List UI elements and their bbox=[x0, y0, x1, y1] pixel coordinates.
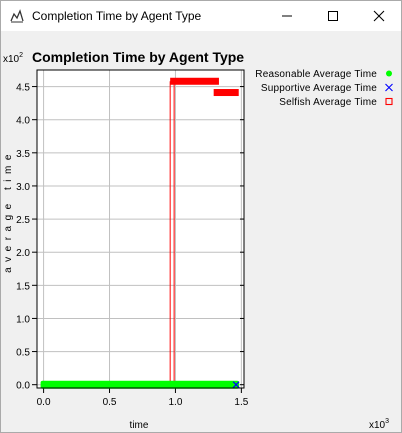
selfish-marker-band bbox=[170, 77, 219, 85]
x-tick-label: 0.0 bbox=[37, 397, 51, 408]
plot-frame bbox=[36, 69, 245, 389]
y-axis-label: average time bbox=[3, 149, 14, 273]
legend-x-icon bbox=[385, 83, 393, 92]
x-tick-label: 1.5 bbox=[234, 397, 248, 408]
chart-app-icon bbox=[10, 9, 24, 23]
x-multiplier-exponent: 3 bbox=[385, 418, 389, 425]
y-multiplier-base: x10 bbox=[3, 54, 20, 65]
plot-background bbox=[37, 70, 244, 388]
y-tick-label: 3.0 bbox=[16, 182, 30, 193]
legend-square-icon bbox=[385, 97, 393, 106]
close-icon bbox=[373, 10, 385, 22]
minimize-icon bbox=[282, 15, 292, 17]
x-multiplier: x103 bbox=[369, 418, 389, 431]
y-multiplier-exponent: 2 bbox=[19, 52, 23, 59]
close-button[interactable] bbox=[356, 1, 402, 31]
y-tick-label: 2.5 bbox=[16, 215, 30, 226]
maximize-icon bbox=[328, 11, 338, 21]
legend-label: Selfish Average Time bbox=[279, 97, 377, 108]
y-tick-label: 0.5 bbox=[16, 348, 30, 359]
y-tick-label: 4.0 bbox=[16, 116, 30, 127]
chart-title: Completion Time by Agent Type bbox=[32, 49, 244, 65]
y-tick-label: 1.0 bbox=[16, 314, 30, 325]
supportive-marker bbox=[232, 381, 240, 389]
x-axis-label: time bbox=[130, 420, 149, 431]
minimize-button[interactable] bbox=[264, 1, 310, 31]
x-multiplier-base: x10 bbox=[369, 420, 386, 431]
x-tick-label: 1.0 bbox=[168, 397, 182, 408]
y-tick-label: 0.0 bbox=[16, 381, 30, 392]
selfish-marker-band bbox=[213, 89, 239, 97]
legend-circle-icon bbox=[386, 70, 392, 77]
legend: Reasonable Average Time Supportive Averag… bbox=[255, 69, 393, 108]
maximize-button[interactable] bbox=[310, 1, 356, 31]
legend-label: Reasonable Average Time bbox=[255, 69, 377, 80]
title-bar[interactable]: Completion Time by Agent Type bbox=[1, 1, 401, 31]
window-title: Completion Time by Agent Type bbox=[32, 9, 202, 23]
completion-time-chart: Completion Time by Agent Type x102 x103 … bbox=[3, 49, 393, 431]
y-tick-label: 3.5 bbox=[16, 149, 30, 160]
reasonable-marker-band bbox=[40, 380, 240, 389]
y-tick-label: 2.0 bbox=[16, 248, 30, 259]
y-tick-label: 1.5 bbox=[16, 281, 30, 292]
plot-area: 0.0 0.5 1.0 1.5 0.0 0.5 1.0 1.5 2.0 2.5 3.0 3.5 4.0 4… bbox=[16, 69, 249, 408]
y-tick-label: 4.5 bbox=[16, 83, 30, 94]
y-multiplier: x102 bbox=[3, 52, 23, 65]
legend-label: Supportive Average Time bbox=[261, 83, 377, 94]
x-tick-label: 0.5 bbox=[103, 397, 117, 408]
